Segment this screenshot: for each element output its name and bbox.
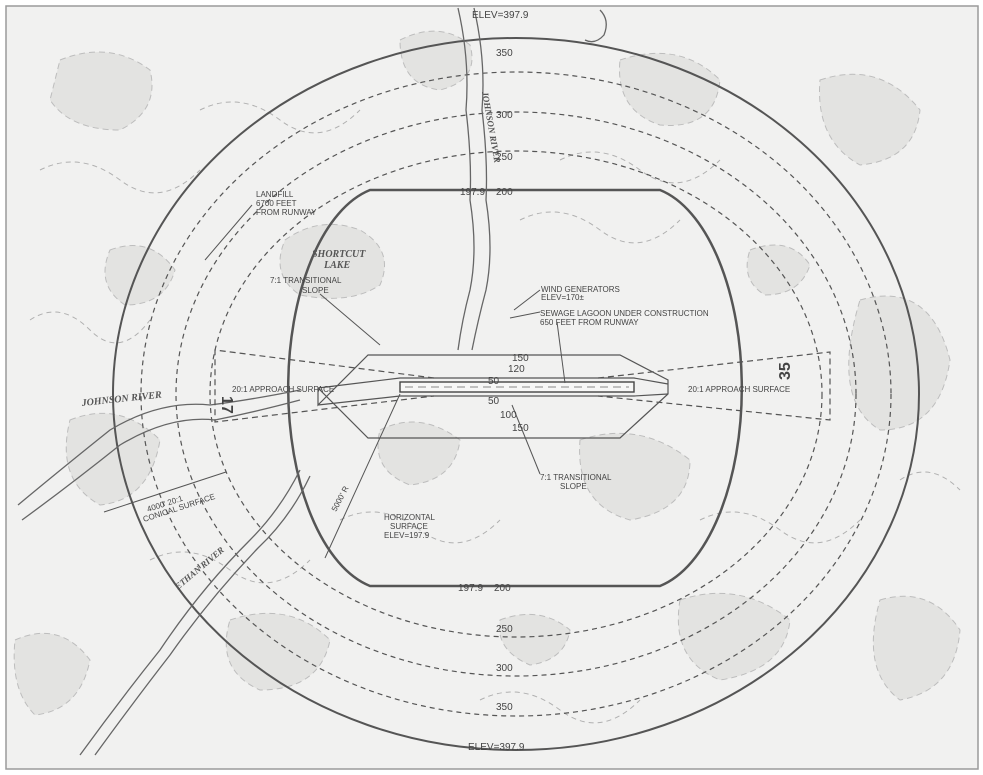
feature-annotations: LANDFILL 6700 FEET FROM RUNWAY 7:1 TRANS… [256, 190, 709, 540]
leader-transitional-upper [319, 293, 381, 346]
transitional-label-120: 120 [508, 364, 525, 375]
contour-label-350-bottom: 350 [496, 702, 513, 713]
terrain-line [149, 551, 311, 584]
wind-generators-line-2: ELEV=170± [541, 293, 584, 302]
contour-label-200-top: 200 [496, 187, 513, 198]
landfill-line-3: FROM RUNWAY [256, 208, 317, 217]
leader-sewage-lagoon [556, 321, 566, 384]
lake-shape [49, 51, 153, 131]
terrain-line [559, 151, 721, 184]
rivers [17, 7, 607, 756]
johnson-river-north-bank [471, 7, 491, 351]
horizontal-surface-line-1: HORIZONTAL [384, 513, 436, 522]
lake-shape [619, 52, 721, 126]
conical-contours [140, 71, 892, 717]
contour-label-300-top: 300 [496, 110, 513, 121]
elev-bottom-label: ELEV=397.9 [468, 742, 525, 753]
leader-transitional-lower [511, 404, 541, 475]
approach-right-label: 20:1 APPROACH SURFACE [688, 385, 790, 394]
sewage-lagoon-line-2: 650 FEET FROM RUNWAY [540, 318, 639, 327]
approach-surfaces [214, 349, 831, 423]
sewage-lagoon-line-1: SEWAGE LAGOON UNDER CONSTRUCTION [540, 309, 709, 318]
horizontal-label-bottom: 197.9 [458, 583, 483, 594]
transitional-label-150-bottom: 150 [512, 423, 529, 434]
terrain-line [899, 471, 961, 491]
lake-shape [848, 295, 951, 431]
shortcut-lake-shape [279, 223, 385, 299]
terrain-line [519, 211, 681, 244]
horizontal-surface-line-3: ELEV=197.9 [384, 531, 430, 540]
transitional-inner-lower [317, 393, 669, 406]
conical-outer-boundary [112, 37, 920, 751]
terrain-line [699, 511, 861, 544]
lake-shape [498, 613, 571, 666]
contour-label-250-top: 250 [496, 152, 513, 163]
transitional-slope-lower-line-2: SLOPE [560, 482, 587, 491]
runway-end-17-label: 17 [218, 396, 235, 414]
lake-shape [579, 432, 691, 521]
lake-shape [13, 632, 91, 716]
transitional-label-100: 100 [500, 410, 517, 421]
creek-north [584, 9, 607, 43]
landfill-line-2: 6700 FEET [256, 199, 297, 208]
landfill-line-1: LANDFILL [256, 190, 294, 199]
terrain-line [39, 161, 201, 194]
terrain-line [199, 101, 361, 134]
horizontal-label-top: 197.9 [460, 187, 485, 198]
terrain-line [339, 511, 501, 544]
shortcut-lake-line-2: LAKE [323, 260, 350, 271]
leader-landfill [204, 204, 253, 261]
transitional-inner-upper [317, 377, 669, 389]
contour-label-250-bottom: 250 [496, 624, 513, 635]
contour-label-300-bottom: 300 [496, 663, 513, 674]
transitional-slope-lower-line-1: 7:1 TRANSITIONAL [540, 473, 612, 482]
elev-top-label: ELEV=397.9 [472, 10, 529, 21]
transitional-label-50-top: 50 [488, 376, 500, 387]
runway-end-35-label: 35 [777, 362, 794, 380]
ethan-river [79, 469, 301, 756]
contour-300-ellipse [175, 111, 857, 677]
ethan-river-bank [94, 475, 311, 756]
terrain-line [479, 691, 641, 724]
transitional-elevation-labels: 150 120 50 50 100 150 [488, 353, 529, 434]
conical-width-line [103, 471, 227, 513]
johnson-river-west-bank [21, 399, 301, 521]
lake-shape [677, 592, 791, 681]
contour-250-ellipse [209, 150, 823, 638]
johnson-river-west [17, 389, 301, 506]
transitional-slope-upper-line-2: SLOPE [302, 286, 329, 295]
contour-label-350-top: 350 [496, 48, 513, 59]
transitional-surfaces [317, 354, 669, 439]
contour-labels: ELEV=397.9 350 300 250 197.9 200 197.9 2… [458, 10, 529, 753]
horizontal-surface-boundary [286, 188, 744, 588]
lake-shape [225, 612, 331, 691]
leader-wind-generators [513, 289, 541, 311]
leader-lines [103, 204, 566, 559]
leader-wind-generators-2 [509, 311, 541, 319]
terrain-contours [29, 101, 961, 724]
approach-labels: 20:1 APPROACH SURFACE 20:1 APPROACH SURF… [232, 385, 790, 394]
water-labels: SHORTCUT LAKE [312, 249, 366, 271]
contour-label-200-bottom: 200 [494, 583, 511, 594]
wind-generators-line-1: WIND GENERATORS [541, 285, 620, 294]
terrain-line [29, 311, 151, 344]
lake-shape [872, 595, 961, 701]
johnson-river-north [457, 7, 475, 351]
horizontal-surface-line-2: SURFACE [390, 522, 428, 531]
approach-left-label: 20:1 APPROACH SURFACE [232, 385, 334, 394]
radius-line [324, 393, 401, 559]
transitional-slope-upper-line-1: 7:1 TRANSITIONAL [270, 276, 342, 285]
lake-shape [104, 245, 176, 306]
lake-shape [819, 73, 921, 166]
shortcut-lake-line-1: SHORTCUT [312, 249, 366, 260]
approach-surface-left [214, 349, 435, 423]
contour-350-ellipse [140, 71, 892, 717]
transitional-label-150-top: 150 [512, 353, 529, 364]
transitional-label-50-bottom: 50 [488, 396, 500, 407]
